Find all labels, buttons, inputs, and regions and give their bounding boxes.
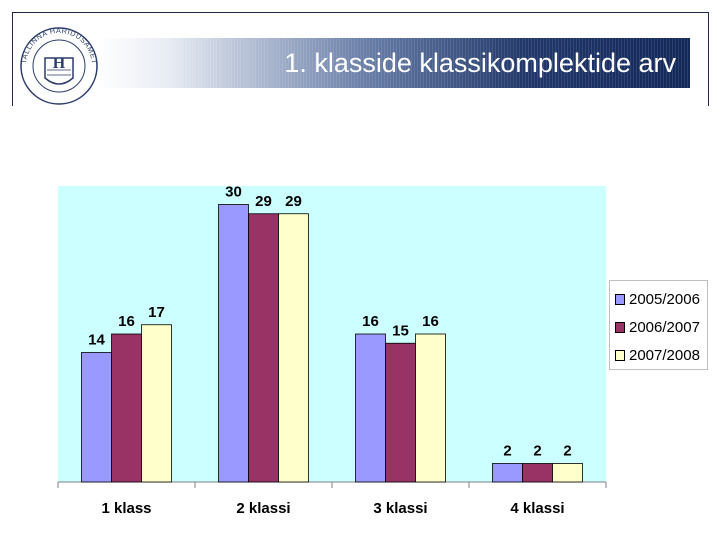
bar [355,333,386,483]
legend-item: 2005/2006 [615,285,707,313]
bar [141,324,172,483]
bar [492,463,523,483]
data-label: 16 [362,313,379,330]
data-label: 29 [285,193,302,210]
bar [385,342,416,483]
x-tick-label: 4 klassi [510,500,564,517]
logo-monogram: H [53,55,66,72]
bar [522,463,553,483]
slide-frame-left [12,12,13,106]
slide-frame-top [12,12,708,13]
data-label: 16 [422,313,439,330]
x-tick-label: 1 klass [101,500,151,517]
legend-swatch [615,321,625,333]
x-tick-label: 2 klassi [236,500,290,517]
legend-item: 2007/2008 [615,341,707,369]
chart-legend: 2005/2006 2006/2007 2007/2008 [609,280,708,370]
legend-swatch [615,349,625,361]
data-label: 16 [118,313,135,330]
bar [81,352,112,483]
data-label: 30 [225,184,242,201]
title-banner: 1. klasside klassikomplektide arv [96,38,690,88]
legend-swatch [615,293,625,305]
bar [415,333,446,483]
bar [248,213,279,483]
data-label: 2 [503,443,511,460]
data-label: 15 [392,322,409,339]
data-label: 17 [148,304,165,321]
slide-frame-right [708,12,709,106]
data-label: 2 [533,443,541,460]
data-label: 29 [255,193,272,210]
bar [218,204,249,483]
bar [552,463,583,483]
legend-label: 2006/2007 [629,318,700,336]
tallinn-haridusamet-seal-icon: TALLINNA HARIDUSAMET H [19,26,98,105]
legend-label: 2005/2006 [629,290,700,308]
slide-title: 1. klasside klassikomplektide arv [284,48,676,78]
data-label: 14 [88,332,105,349]
data-label: 2 [563,443,571,460]
legend-label: 2007/2008 [629,346,700,364]
legend-item: 2006/2007 [615,313,707,341]
bar [278,213,309,483]
bar [111,333,142,483]
x-tick-label: 3 klassi [373,500,427,517]
